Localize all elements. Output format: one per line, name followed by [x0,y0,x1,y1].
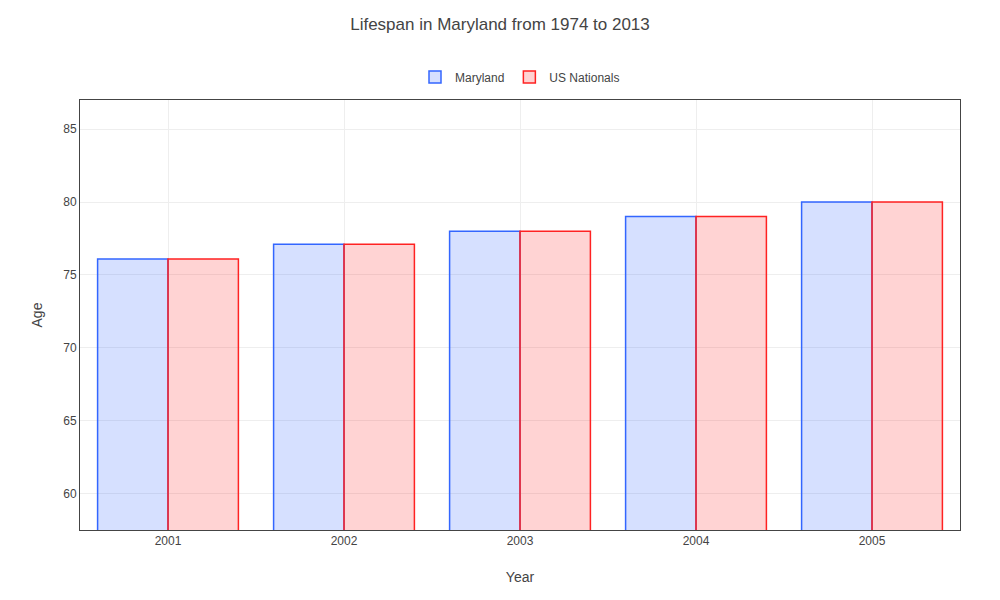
svg-text:65: 65 [63,414,77,428]
svg-text:75: 75 [63,268,77,282]
svg-text:Year: Year [506,569,535,585]
svg-text:2001: 2001 [155,534,182,548]
svg-text:70: 70 [63,341,77,355]
svg-text:Lifespan in Maryland from 1974: Lifespan in Maryland from 1974 to 2013 [350,15,650,34]
svg-text:2003: 2003 [507,534,534,548]
svg-text:80: 80 [63,195,77,209]
svg-text:2005: 2005 [859,534,886,548]
svg-text:85: 85 [63,122,77,136]
svg-text:60: 60 [63,487,77,501]
svg-text:Age: Age [29,302,45,327]
svg-text:US Nationals: US Nationals [549,71,619,85]
svg-text:Maryland: Maryland [455,71,504,85]
svg-text:2002: 2002 [331,534,358,548]
svg-text:2004: 2004 [683,534,710,548]
